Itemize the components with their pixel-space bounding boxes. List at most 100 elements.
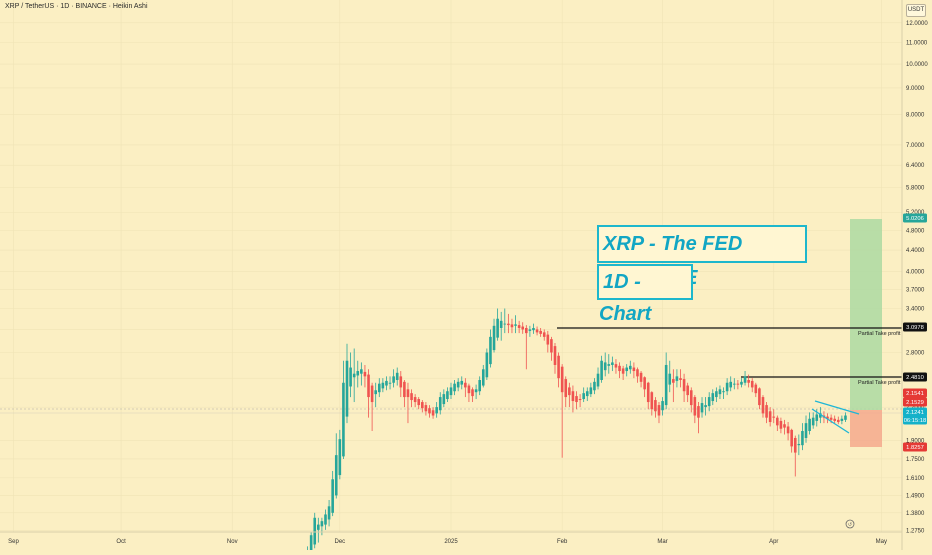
- candle-body: [593, 381, 596, 391]
- candle-body: [503, 323, 507, 325]
- candle-body: [607, 364, 611, 366]
- candle-body: [603, 362, 607, 371]
- candle-body: [539, 330, 542, 334]
- y-tick-label: 5.2000: [906, 210, 925, 216]
- candle-body: [743, 376, 747, 383]
- candle-body: [489, 336, 492, 365]
- currency-button[interactable]: USDT: [906, 4, 926, 17]
- candle-body: [801, 431, 804, 446]
- y-tick-label: 1.7500: [906, 457, 925, 463]
- take-profit-label: Partial Take profit: [858, 331, 901, 337]
- candle-body: [403, 381, 406, 398]
- candle-body: [510, 324, 514, 328]
- y-tick-label: 1.3800: [906, 511, 925, 517]
- candle-body: [381, 382, 385, 389]
- candle-body: [320, 521, 324, 527]
- x-tick-label: Oct: [116, 539, 126, 545]
- symbol-title[interactable]: XRP / TetherUS · 1D · BINANCE · Heikin A…: [5, 3, 148, 10]
- candle-body: [471, 389, 474, 397]
- candle-body: [819, 413, 822, 418]
- candle-body: [729, 381, 733, 388]
- x-tick-label: Feb: [557, 539, 568, 545]
- price-tag-label: 1.8257: [906, 445, 924, 451]
- candle-body: [568, 387, 571, 396]
- candle-body: [718, 389, 722, 395]
- candle-body: [446, 391, 449, 400]
- candle-body: [317, 524, 320, 530]
- price-tag: [903, 407, 927, 417]
- candle-body: [460, 380, 464, 385]
- candle-body: [786, 426, 790, 434]
- candle-body: [646, 382, 650, 403]
- y-tick-label: 6.4000: [906, 163, 925, 169]
- take-profit-lines: Partial Take profit Partial Take profit: [557, 327, 902, 386]
- stop-zone[interactable]: [850, 410, 882, 447]
- candle-body: [736, 383, 740, 385]
- x-tick-label: Nov: [227, 539, 238, 545]
- candle-body: [410, 393, 413, 401]
- candle-body: [370, 385, 374, 403]
- flag-line-bottom[interactable]: [811, 408, 850, 434]
- price-tag-label: 06:15:18: [904, 418, 927, 424]
- candle-body: [474, 389, 478, 393]
- candle-body: [331, 479, 334, 513]
- candle-body: [363, 371, 367, 377]
- candle-body: [614, 364, 618, 368]
- y-tick-label: 7.0000: [906, 143, 925, 149]
- candle-body: [661, 401, 664, 411]
- candle-body: [808, 418, 811, 432]
- trade-zones: [850, 219, 882, 447]
- y-tick-label: 1.2750: [906, 529, 925, 535]
- candle-body: [582, 393, 585, 400]
- replay-icon[interactable]: ↺: [845, 519, 855, 529]
- candle-body: [399, 376, 403, 388]
- x-tick-label: Sep: [8, 539, 19, 545]
- candle-body: [431, 410, 435, 416]
- candle-body: [589, 387, 593, 395]
- candle-body: [345, 360, 349, 417]
- candle-body: [772, 416, 776, 418]
- candle-body: [811, 417, 815, 426]
- candle-body: [360, 369, 363, 374]
- candle-body: [636, 369, 639, 377]
- candle-body: [704, 405, 707, 408]
- svg-text:↺: ↺: [848, 522, 852, 528]
- time-axis[interactable]: Sep Oct Nov Dec 2025 Feb Mar Apr May: [8, 539, 887, 545]
- candle-body: [639, 372, 643, 382]
- candle-body: [521, 326, 525, 330]
- candle-body: [672, 379, 675, 383]
- candle-body: [804, 423, 808, 438]
- candle-body: [438, 397, 442, 411]
- candle-body: [553, 346, 557, 365]
- candle-body: [496, 318, 499, 338]
- price-tag-label: 2.1541: [906, 391, 924, 397]
- candle-body: [632, 367, 636, 372]
- candle-body: [392, 376, 395, 383]
- candle-body: [517, 325, 521, 328]
- candle-body: [578, 399, 582, 401]
- candle-body: [481, 369, 485, 386]
- price-tag-label: 2.1529: [906, 400, 924, 406]
- candle-body: [385, 380, 388, 386]
- candle-body: [546, 334, 550, 345]
- candle-body: [836, 419, 840, 423]
- price-axis[interactable]: 12.0000 11.0000 10.0000 9.0000 8.0000 7.0000 6…: [906, 21, 928, 535]
- candle-body: [725, 382, 729, 392]
- candle-body: [352, 373, 356, 378]
- y-tick-label: 3.4000: [906, 307, 925, 313]
- candle-body: [629, 365, 632, 370]
- target-zone[interactable]: [850, 219, 882, 410]
- price-tag-label: 2.4810: [906, 375, 924, 381]
- y-tick-label: 4.0000: [906, 270, 925, 276]
- y-tick-label: 1.9000: [906, 438, 925, 444]
- candle-body: [650, 392, 654, 410]
- candle-body: [600, 360, 603, 380]
- y-tick-label: 1.6100: [906, 476, 925, 482]
- flag-line-top[interactable]: [814, 400, 860, 415]
- candle-body: [625, 367, 629, 372]
- candle-body: [826, 416, 829, 419]
- candle-body: [356, 371, 360, 376]
